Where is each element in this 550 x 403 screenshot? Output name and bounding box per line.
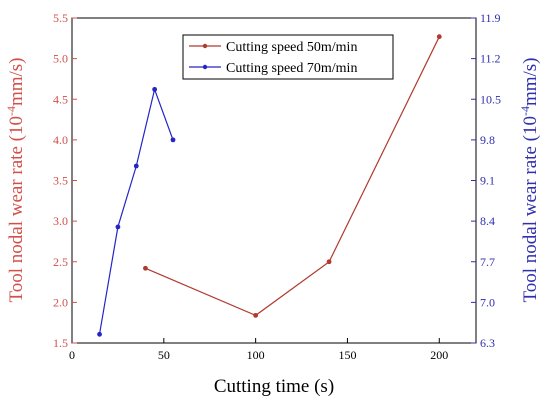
left-y-tick-label: 2.0 bbox=[53, 295, 68, 309]
right-y-axis-label-suffix: mm/s) bbox=[520, 57, 541, 106]
data-point bbox=[152, 86, 158, 92]
left-y-tick-label: 5.5 bbox=[53, 11, 68, 25]
data-point bbox=[143, 265, 148, 271]
x-tick-label: 0 bbox=[69, 348, 75, 362]
right-y-axis-ticks: 6.3 7.0 7.7 8.4 9.1 9.8 10.5 11.2 11.9 bbox=[471, 11, 501, 350]
legend-label-70: Cutting speed 70m/min bbox=[226, 61, 357, 76]
right-y-tick-label: 8.4 bbox=[480, 214, 495, 228]
right-y-tick-label: 7.7 bbox=[480, 255, 495, 269]
x-tick-label: 50 bbox=[158, 348, 170, 362]
data-point bbox=[253, 312, 259, 318]
left-y-axis-label: Tool nodal wear rate (10-4mm/s) bbox=[4, 57, 27, 302]
left-y-axis-label-prefix: Tool nodal wear rate (10 bbox=[6, 116, 27, 302]
left-y-tick-label: 3.0 bbox=[53, 214, 68, 228]
right-y-tick-label: 9.1 bbox=[480, 174, 495, 188]
x-axis-label: Cutting time (s) bbox=[214, 376, 334, 397]
right-y-tick-label: 11.9 bbox=[480, 11, 501, 25]
x-tick-label: 150 bbox=[338, 348, 356, 362]
right-y-tick-label: 11.2 bbox=[480, 52, 501, 66]
left-y-tick-label: 2.5 bbox=[53, 255, 68, 269]
legend-box bbox=[182, 34, 394, 80]
legend: Cutting speed 50m/min Cutting speed 70m/… bbox=[182, 34, 394, 80]
left-y-axis-label-exponent: -4 bbox=[4, 106, 18, 116]
x-tick-label: 200 bbox=[430, 348, 448, 362]
series-line-0 bbox=[145, 36, 440, 317]
left-y-tick-label: 1.5 bbox=[53, 336, 68, 350]
right-y-tick-label: 10.5 bbox=[480, 92, 501, 106]
right-y-axis-label: Tool nodal wear rate (10-4mm/s) bbox=[518, 57, 541, 302]
left-y-axis-label-suffix: mm/s) bbox=[6, 57, 27, 106]
legend-marker-70 bbox=[202, 64, 208, 70]
right-y-axis-label-prefix: Tool nodal wear rate (10 bbox=[520, 116, 541, 302]
data-point bbox=[170, 137, 176, 143]
series-layer bbox=[97, 34, 442, 337]
data-point bbox=[97, 331, 102, 337]
data-point bbox=[436, 34, 442, 40]
data-point bbox=[326, 259, 332, 265]
left-y-tick-label: 4.0 bbox=[53, 133, 68, 147]
x-axis-ticks: 0 50 100 150 200 bbox=[69, 338, 448, 362]
right-y-tick-label: 9.8 bbox=[480, 133, 495, 147]
legend-label-50: Cutting speed 50m/min bbox=[226, 40, 357, 55]
right-y-axis-label-exponent: -4 bbox=[518, 106, 532, 116]
data-point bbox=[115, 224, 121, 230]
series-line-1 bbox=[98, 87, 174, 335]
left-y-tick-label: 5.0 bbox=[53, 52, 68, 66]
left-y-tick-label: 3.5 bbox=[53, 174, 68, 188]
data-point bbox=[133, 163, 139, 169]
legend-marker-50 bbox=[202, 43, 208, 49]
left-y-axis-ticks: 1.5 2.0 2.5 3.0 3.5 4.0 4.5 5.0 5.5 bbox=[53, 11, 77, 350]
right-y-tick-label: 7.0 bbox=[480, 295, 495, 309]
right-y-tick-label: 6.3 bbox=[480, 336, 495, 350]
left-y-tick-label: 4.5 bbox=[53, 92, 68, 106]
x-tick-label: 100 bbox=[247, 348, 265, 362]
